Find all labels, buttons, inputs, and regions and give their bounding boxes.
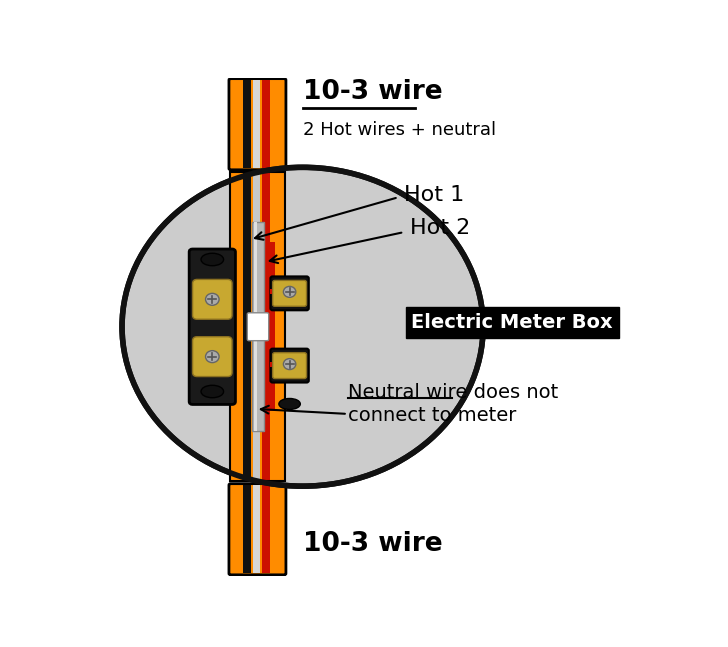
Text: 10-3 wire: 10-3 wire — [303, 531, 442, 558]
FancyBboxPatch shape — [192, 336, 232, 377]
Text: 2 Hot wires + neutral: 2 Hot wires + neutral — [303, 121, 496, 139]
Bar — [231, 172, 284, 481]
FancyBboxPatch shape — [273, 280, 306, 306]
Circle shape — [283, 358, 296, 369]
FancyBboxPatch shape — [229, 484, 286, 575]
Text: Electric Meter Box: Electric Meter Box — [411, 313, 613, 333]
Bar — [230, 172, 285, 481]
Bar — [248, 485, 256, 573]
Bar — [253, 80, 261, 168]
Bar — [243, 485, 251, 573]
Bar — [262, 485, 270, 573]
Bar — [253, 172, 261, 481]
FancyBboxPatch shape — [248, 313, 269, 341]
FancyBboxPatch shape — [229, 79, 286, 170]
Text: connect to meter: connect to meter — [348, 406, 516, 425]
Text: 10-3 wire: 10-3 wire — [303, 79, 442, 105]
Bar — [243, 172, 251, 481]
Bar — [259, 80, 267, 168]
Bar — [243, 80, 251, 168]
Text: Neutral wire does not: Neutral wire does not — [348, 383, 558, 402]
Bar — [262, 80, 270, 168]
Ellipse shape — [201, 253, 223, 266]
Bar — [253, 485, 261, 573]
FancyBboxPatch shape — [192, 280, 232, 319]
Text: Hot 2: Hot 2 — [410, 218, 470, 238]
Bar — [254, 222, 258, 432]
FancyBboxPatch shape — [270, 276, 309, 311]
Bar — [270, 242, 275, 411]
Bar — [237, 80, 245, 168]
Bar — [270, 485, 278, 573]
Bar — [252, 222, 264, 432]
Circle shape — [205, 293, 219, 305]
FancyBboxPatch shape — [273, 353, 306, 378]
Bar — [270, 362, 277, 367]
Circle shape — [205, 351, 219, 362]
Bar — [237, 485, 245, 573]
FancyBboxPatch shape — [270, 349, 309, 382]
Text: Hot 1: Hot 1 — [404, 184, 464, 204]
Bar — [259, 485, 267, 573]
Bar — [270, 80, 278, 168]
Circle shape — [122, 168, 483, 486]
Circle shape — [283, 287, 296, 298]
Bar — [262, 172, 270, 481]
FancyBboxPatch shape — [189, 249, 235, 404]
Ellipse shape — [279, 399, 301, 410]
Bar — [248, 80, 256, 168]
Bar — [270, 289, 277, 294]
Ellipse shape — [201, 385, 223, 398]
